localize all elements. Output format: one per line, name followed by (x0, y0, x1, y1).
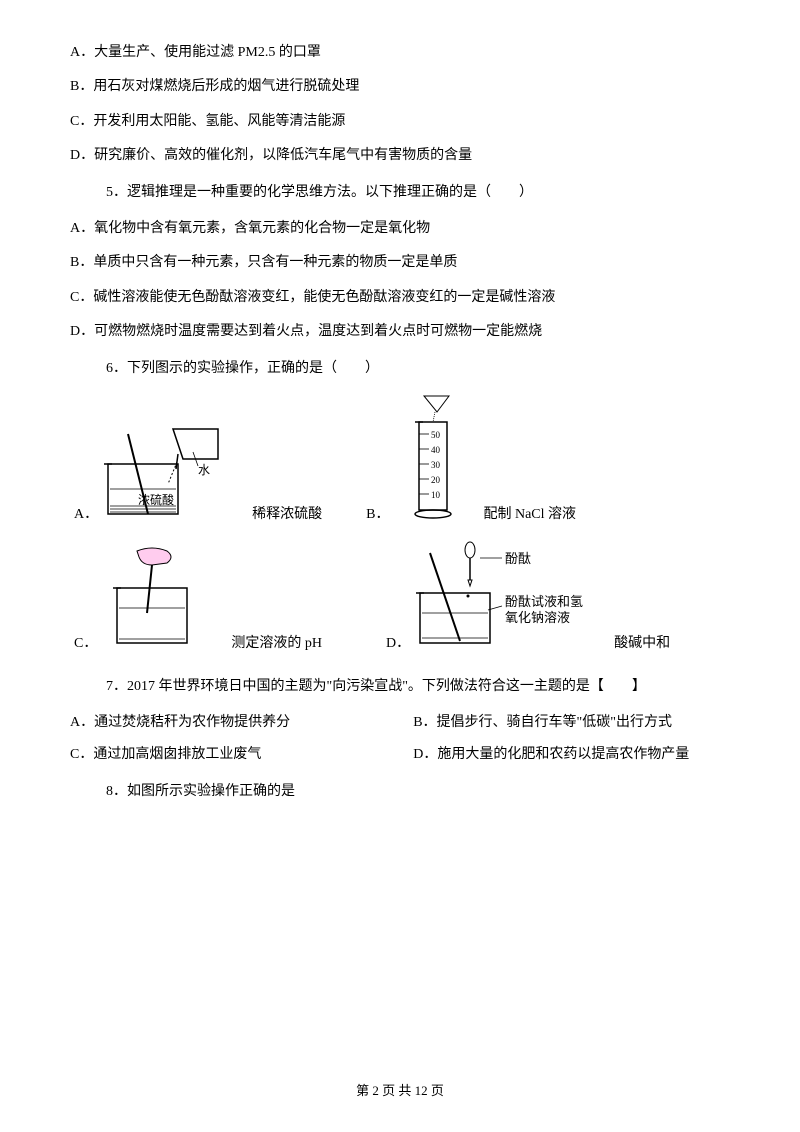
q7-stem: 7．2017 年世界环境日中国的主题为"向污染宣战"。下列做法符合这一主题的是【… (106, 676, 730, 698)
q6-figC-svg (97, 543, 227, 661)
q6-figD-prefix: D． (386, 633, 410, 655)
q6-figB-s30: 30 (431, 460, 441, 470)
q6-figB: B． (362, 394, 576, 532)
q6-figD-label3: 氧化钠溶液 (505, 610, 570, 625)
q6-figC-caption: 测定溶液的 pH (231, 633, 322, 655)
q6-figB-s10: 10 (431, 490, 441, 500)
q6-figA: A． (70, 414, 322, 532)
q5-opt-d: D．可燃物燃烧时温度需要达到着火点，温度达到着火点时可燃物一定能燃烧 (70, 321, 730, 343)
q4-opt-a: A．大量生产、使用能过滤 PM2.5 的口罩 (70, 42, 730, 64)
q6-figA-svg: 浓硫酸 水 (98, 414, 248, 532)
q6-figC-prefix: C． (74, 633, 97, 655)
q5-opt-a: A．氧化物中含有氧元素，含氧元素的化合物一定是氧化物 (70, 218, 730, 240)
q6-figD: D． 酚酞 (382, 538, 670, 661)
q7-row1: A．通过焚烧秸秆为农作物提供养分 B．提倡步行、骑自行车等"低碳"出行方式 (70, 712, 730, 734)
q6-figD-caption: 酸碱中和 (614, 633, 670, 655)
q6-row2: C． 测定溶液的 pH (70, 538, 730, 661)
q7-opt-c: C．通过加高烟囱排放工业废气 (70, 744, 387, 766)
q5-stem: 5．逻辑推理是一种重要的化学思维方法。以下推理正确的是（ ） (106, 182, 730, 204)
q8-stem: 8．如图所示实验操作正确的是 (106, 781, 730, 803)
q6-stem: 6．下列图示的实验操作，正确的是（ ） (106, 358, 730, 380)
q5-opt-b: B．单质中只含有一种元素，只含有一种元素的物质一定是单质 (70, 252, 730, 274)
q4-opt-b: B．用石灰对煤燃烧后形成的烟气进行脱硫处理 (70, 76, 730, 98)
q6-figA-beaker-label: 浓硫酸 (138, 492, 174, 507)
q5-opt-c: C．碱性溶液能使无色酚酞溶液变红，能使无色酚酞溶液变红的一定是碱性溶液 (70, 287, 730, 309)
q4-opt-d: D．研究廉价、高效的催化剂，以降低汽车尾气中有害物质的含量 (70, 145, 730, 167)
q7-opt-b: B．提倡步行、骑自行车等"低碳"出行方式 (413, 712, 730, 734)
q6-figB-s20: 20 (431, 475, 441, 485)
q7-opt-d: D．施用大量的化肥和农药以提高农作物产量 (413, 744, 730, 766)
q6-figD-label2: 酚酞试液和氢 (505, 594, 583, 609)
q6-figD-svg: 酚酞 酚酞试液和氢 氧化钠溶液 (410, 538, 610, 661)
q4-opt-c: C．开发利用太阳能、氢能、风能等清洁能源 (70, 111, 730, 133)
q6-figA-water-label: 水 (198, 463, 210, 477)
q7-row2: C．通过加高烟囱排放工业废气 D．施用大量的化肥和农药以提高农作物产量 (70, 744, 730, 766)
q6-figB-s50: 50 (431, 430, 441, 440)
q6-figB-s40: 40 (431, 445, 441, 455)
q6-row1: A． (70, 394, 730, 532)
q6-figA-prefix: A． (74, 504, 98, 526)
q6-figC: C． 测定溶液的 pH (70, 543, 322, 661)
q6-figB-prefix: B． (366, 504, 389, 526)
q6-figB-caption: 配制 NaCl 溶液 (483, 504, 576, 526)
q7-opt-a: A．通过焚烧秸秆为农作物提供养分 (70, 712, 387, 734)
q6-figA-caption: 稀释浓硫酸 (252, 504, 322, 526)
q6-figB-svg: 50 40 30 20 10 (389, 394, 479, 532)
q6-figD-label1: 酚酞 (505, 551, 531, 566)
page-footer: 第 2 页 共 12 页 (0, 1081, 800, 1102)
